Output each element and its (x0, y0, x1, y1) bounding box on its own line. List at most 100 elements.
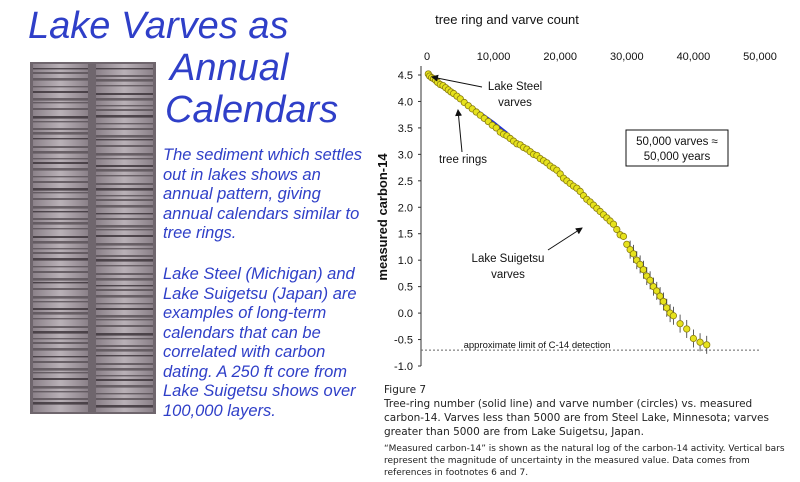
varve-band (33, 98, 88, 101)
varve-point (613, 225, 621, 234)
varve-band (33, 168, 88, 171)
x-tick-label: 0 (424, 51, 430, 63)
varve-band (33, 176, 88, 178)
varve-band (96, 248, 153, 250)
y-tick-label: 4.0 (398, 96, 413, 108)
varve-point (703, 341, 711, 349)
annotation-box (625, 129, 729, 167)
varve-band (96, 265, 153, 267)
y-tick-label: 0.5 (398, 282, 413, 294)
varve-band (33, 132, 88, 135)
varve-band (96, 379, 153, 381)
varve-band (96, 273, 153, 275)
varve-band (33, 198, 88, 200)
varve-band (33, 398, 88, 400)
varve-band (33, 356, 88, 358)
slide-title-line-2: Annual (170, 47, 289, 89)
varve-band (96, 235, 153, 237)
annotation-lake-suigetsu-1: Lake Suigetsu (472, 253, 545, 265)
varve-band (33, 102, 88, 104)
varve-band (33, 402, 88, 405)
varve-core-photo (30, 62, 156, 414)
varve-point (689, 334, 698, 343)
y-tick-label: 1.5 (398, 229, 413, 241)
varve-band (33, 252, 88, 254)
varve-band (96, 285, 153, 287)
varve-point (619, 232, 628, 240)
x-tick-label: 40,000 (677, 51, 711, 63)
varve-bands (33, 68, 153, 408)
varve-band (33, 378, 88, 380)
y-axis-label: measured carbon-14 (375, 153, 390, 281)
varve-band (33, 296, 88, 299)
varve-band (33, 68, 88, 70)
slide-title-line-3: Calendars (165, 89, 339, 131)
y-tick-label: -0.5 (394, 335, 413, 347)
varve-band (33, 301, 88, 303)
varve-band (33, 258, 88, 261)
varve-band (96, 278, 153, 281)
varve-band (96, 123, 153, 125)
varve-band (96, 345, 153, 347)
varve-band (96, 355, 153, 357)
annotation-lake-steel-2: varves (498, 97, 532, 109)
varve-point (696, 338, 704, 346)
varve-band (33, 158, 88, 160)
annotation-c14-limit: approximate limit of C-14 detection (464, 340, 611, 351)
varve-band (33, 266, 88, 268)
varve-band (96, 145, 153, 147)
figure-caption: Figure 7 Tree-ring number (solid line) a… (384, 383, 794, 479)
varve-band (96, 139, 153, 141)
y-tick-label: 4.5 (398, 70, 413, 82)
varve-band (96, 319, 153, 321)
x-tick-label: 10,000 (477, 51, 511, 63)
varve-band (33, 391, 88, 393)
varve-band (96, 229, 153, 231)
varve-band (96, 115, 153, 118)
varve-band (96, 225, 153, 228)
x-tick-label: 20,000 (543, 51, 577, 63)
varve-band (33, 121, 88, 123)
x-tick-label: 50,000 (743, 51, 777, 63)
varve-band (33, 312, 88, 315)
varve-band (96, 375, 153, 377)
varve-band (33, 146, 88, 148)
varve-band (96, 338, 153, 340)
varve-band (33, 211, 88, 213)
varve-point (669, 312, 678, 320)
varve-point (609, 220, 618, 228)
varve-band (33, 288, 88, 290)
varve-band (33, 151, 88, 154)
varve-band (33, 181, 88, 183)
varve-band (96, 385, 153, 388)
varve-band (96, 325, 153, 327)
varve-band (96, 405, 153, 408)
arrow-lake-steel (431, 74, 483, 88)
varve-point (629, 250, 638, 258)
y-tick-label: 3.0 (398, 149, 413, 161)
varve-band (33, 318, 88, 320)
annotation-lake-suigetsu-2: varves (491, 269, 525, 281)
varve-band (33, 138, 88, 140)
varve-band (96, 85, 153, 87)
varve-band (96, 68, 153, 70)
y-tick-label: 1.0 (398, 255, 413, 267)
annotation-tree-rings: tree rings (439, 154, 487, 166)
varve-band (33, 271, 88, 273)
varve-band (96, 165, 153, 167)
y-tick-label: 2.5 (398, 176, 413, 188)
varve-band (33, 116, 88, 119)
varve-band (96, 128, 153, 130)
varve-band (33, 236, 88, 238)
varve-band (96, 105, 153, 107)
varve-band (33, 228, 88, 230)
description-paragraph-2: Lake Steel (Michigan) and Lake Suigetsu … (163, 265, 357, 420)
varve-band (33, 368, 88, 371)
varve-band (96, 308, 153, 310)
varve-band (96, 303, 153, 305)
x-tick-label: 30,000 (610, 51, 644, 63)
varve-band (33, 278, 88, 281)
varve-band (33, 241, 88, 244)
varve-band (33, 348, 88, 351)
